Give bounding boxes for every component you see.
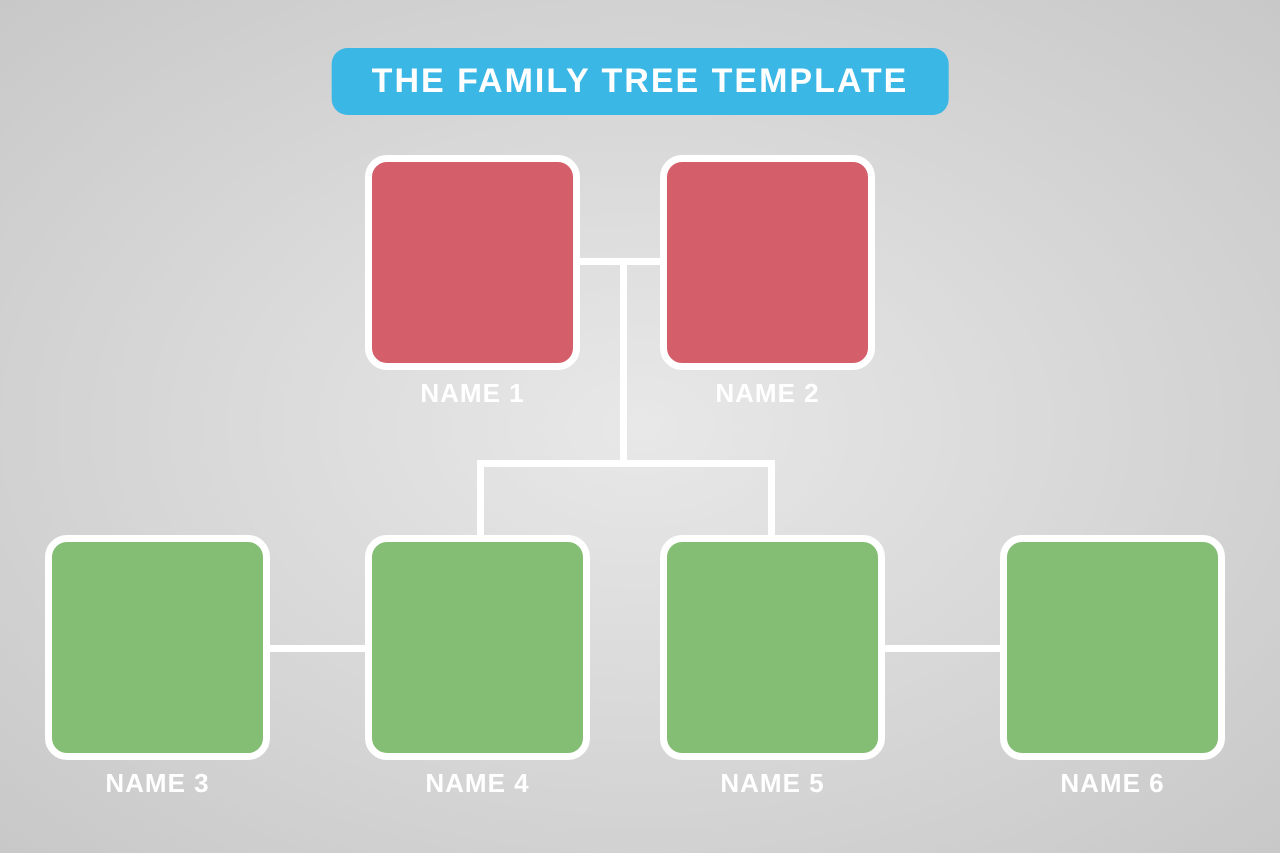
tree-node-label-n3: NAME 3 <box>105 768 209 799</box>
tree-node-n4 <box>365 535 590 760</box>
connector <box>768 460 775 538</box>
connector <box>477 460 484 538</box>
title-text: THE FAMILY TREE TEMPLATE <box>372 62 909 100</box>
tree-node-n3 <box>45 535 270 760</box>
title-banner: THE FAMILY TREE TEMPLATE <box>332 48 949 115</box>
tree-node-label-n4: NAME 4 <box>425 768 529 799</box>
connector <box>620 262 627 467</box>
connector <box>477 460 768 467</box>
tree-node-label-n5: NAME 5 <box>720 768 824 799</box>
tree-node-n1 <box>365 155 580 370</box>
tree-node-label-n1: NAME 1 <box>420 378 524 409</box>
tree-node-label-n6: NAME 6 <box>1060 768 1164 799</box>
tree-node-n2 <box>660 155 875 370</box>
connector <box>885 645 1000 652</box>
tree-node-label-n2: NAME 2 <box>715 378 819 409</box>
tree-node-n5 <box>660 535 885 760</box>
tree-node-n6 <box>1000 535 1225 760</box>
connector <box>270 645 365 652</box>
